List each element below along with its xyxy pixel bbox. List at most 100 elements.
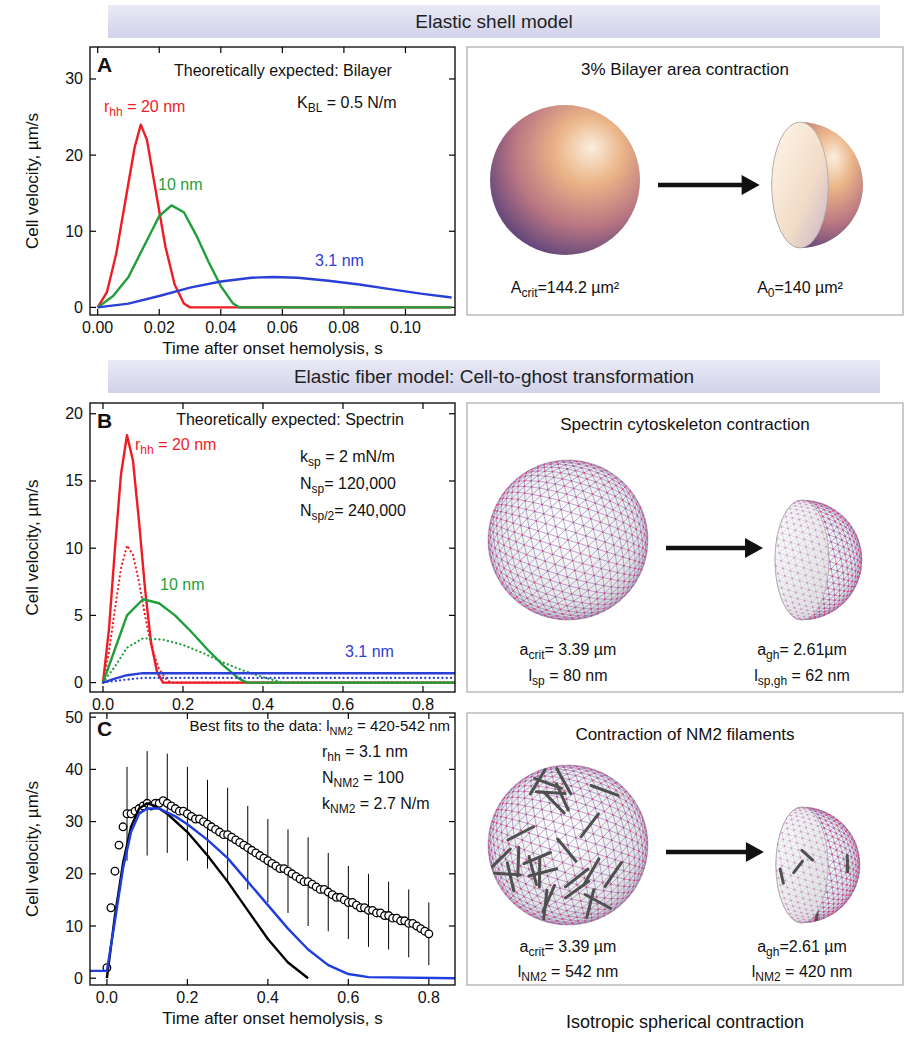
panel-letter: B — [97, 409, 112, 432]
header-bar — [108, 5, 880, 38]
curve — [103, 545, 455, 682]
panel-letter: C — [97, 717, 112, 740]
plot-bg — [90, 713, 455, 985]
text-part: N — [300, 502, 312, 519]
header: Elastic fiber model: Cell-to-ghost trans… — [294, 366, 694, 387]
x-tick — [348, 713, 349, 719]
text-part: 10 nm — [158, 176, 202, 193]
y-tick-label: 0 — [74, 299, 83, 316]
y-tick — [449, 413, 455, 414]
x-tick-label: 0.0 — [96, 989, 118, 1006]
diagram-label: lsp,gh = 62 nm — [754, 667, 850, 688]
y-tick — [90, 480, 96, 481]
cell-sphere — [488, 460, 648, 620]
diagram-box — [467, 403, 903, 692]
nm2-filament — [535, 778, 562, 788]
curve — [103, 638, 455, 682]
diagram-label: lNM2 = 420 nm — [752, 963, 853, 984]
x-tick — [187, 979, 188, 985]
x-tick-label: 0.0 — [92, 696, 114, 713]
ghost-opening — [772, 122, 829, 248]
subscript: sp,gh — [758, 674, 787, 688]
text-part: =2.61 µm — [779, 938, 846, 955]
diagram-label: lsp = 80 nm — [529, 667, 608, 688]
x-tick — [220, 47, 221, 53]
subscript: gh — [766, 648, 779, 662]
x-tick-label: 0.04 — [205, 319, 236, 336]
annotation: ksp = 2 mN/m — [300, 448, 395, 469]
nm2-filament — [581, 814, 598, 837]
curve — [103, 678, 455, 683]
y-tick — [90, 155, 96, 156]
nm2-filament — [585, 859, 599, 884]
header-bar — [108, 360, 880, 393]
subscript: hh — [140, 443, 153, 457]
data-layer — [103, 435, 455, 682]
annotation: Best fits to the data: lNM2 = 420-542 nm — [190, 717, 450, 737]
y-tick — [90, 413, 96, 414]
x-tick — [262, 403, 263, 409]
text-part: N — [300, 475, 312, 492]
data-point — [425, 930, 433, 938]
subscript: sp/2 — [312, 509, 335, 523]
nm2-filament — [508, 827, 534, 840]
subscript: hh — [109, 105, 122, 119]
x-tick-label: 0.2 — [176, 989, 198, 1006]
nm2-filament — [591, 785, 618, 795]
curve — [98, 205, 452, 307]
annotation: NNM2 = 100 — [322, 769, 404, 790]
diagram-label: lNM2 = 542 nm — [518, 963, 619, 984]
text-part: a — [757, 938, 766, 955]
text-part: = 20 nm — [123, 98, 186, 115]
series-label: 10 nm — [160, 576, 204, 593]
x-tick — [422, 686, 423, 692]
curve — [107, 803, 308, 978]
text-part: = 80 nm — [545, 667, 608, 684]
y-tick — [449, 480, 455, 481]
x-tick — [187, 713, 188, 719]
text-part: a — [520, 938, 529, 955]
diagram-label: Acrit=144.2 µm² — [511, 279, 620, 300]
series-label: rhh = 20 nm — [135, 436, 216, 457]
x-tick-label: 0.4 — [257, 989, 279, 1006]
text-part: = 3.39 µm — [544, 641, 616, 658]
text-part: = 2.7 N/m — [355, 795, 429, 812]
diagram-label: acrit= 3.39 µm — [520, 938, 617, 959]
y-tick-label: 20 — [65, 147, 83, 164]
x-tick-label: 0.02 — [144, 319, 175, 336]
x-tick-label: 0.6 — [332, 696, 354, 713]
x-tick — [343, 47, 344, 53]
nm2-filament — [490, 849, 511, 869]
ghost-inner — [742, 500, 862, 620]
diagram-label: agh= 2.61µm — [757, 641, 847, 662]
text-part: 3% Bilayer area contraction — [581, 60, 789, 79]
spectrin-mesh — [488, 460, 648, 619]
curve — [98, 277, 452, 307]
x-tick-label: 0.8 — [418, 989, 440, 1006]
y-axis-title: Cell velocity, µm/s — [23, 113, 42, 249]
shell-detail — [488, 460, 648, 619]
nm2-filament — [846, 856, 849, 872]
x-tick-label: 0.00 — [82, 319, 113, 336]
nm2-filament — [756, 832, 772, 836]
y-tick — [449, 231, 455, 232]
nm2-filament — [492, 873, 521, 875]
y-tick — [449, 873, 455, 874]
subscript: NM2 — [330, 725, 353, 737]
curve — [103, 599, 455, 682]
text-part: A — [757, 279, 768, 296]
text-part: K — [297, 94, 308, 111]
panel-letter: A — [97, 53, 112, 76]
y-tick — [449, 78, 455, 79]
text-part: Theoretically expected: Bilayer — [174, 62, 393, 79]
ghost-shell — [772, 122, 863, 248]
text-part: = 420 nm — [781, 963, 853, 980]
data-point — [111, 867, 119, 875]
y-tick-label: 5 — [74, 607, 83, 624]
x-tick — [282, 309, 283, 315]
mesh-nodes — [744, 807, 860, 923]
x-tick-label: 0.06 — [267, 319, 298, 336]
x-tick-label: 0.6 — [337, 989, 359, 1006]
y-tick — [90, 978, 96, 979]
diagram-label: acrit= 3.39 µm — [520, 641, 617, 662]
